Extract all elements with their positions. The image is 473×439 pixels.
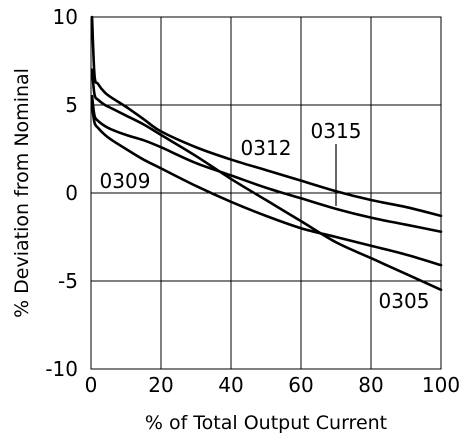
y-tick-label: 10 xyxy=(53,5,78,29)
series-line-0305 xyxy=(90,68,443,292)
series-line-0309 xyxy=(90,103,443,267)
series-label-0309: 0309 xyxy=(100,169,151,193)
x-tick-label: 80 xyxy=(358,373,383,397)
series-callouts: 0305 0309 0312 0315 xyxy=(100,119,430,313)
series-label-0312: 0312 xyxy=(241,136,292,160)
x-tick-label: 100 xyxy=(422,373,460,397)
y-tick-label: -10 xyxy=(45,357,78,381)
y-tick-label: 0 xyxy=(65,181,78,205)
series-line-0312 xyxy=(90,94,443,234)
x-tick-label: 40 xyxy=(218,373,243,397)
plot-frame xyxy=(90,16,442,370)
series-layer xyxy=(90,15,443,292)
series-line-0315 xyxy=(90,15,443,218)
x-tick-label: 0 xyxy=(85,373,98,397)
x-axis-ticks: 0 20 40 60 80 100 xyxy=(85,373,460,397)
grid-lines xyxy=(90,16,442,370)
y-axis-label: % Deviation from Nominal xyxy=(11,68,33,318)
x-tick-label: 20 xyxy=(148,373,173,397)
y-tick-label: -5 xyxy=(58,269,78,293)
series-label-0315: 0315 xyxy=(311,119,362,143)
y-axis-ticks: 10 5 0 -5 -10 xyxy=(45,5,78,381)
x-tick-label: 60 xyxy=(288,373,313,397)
series-label-0305: 0305 xyxy=(379,289,430,313)
x-axis-label: % of Total Output Current xyxy=(145,412,387,434)
y-tick-label: 5 xyxy=(65,93,78,117)
